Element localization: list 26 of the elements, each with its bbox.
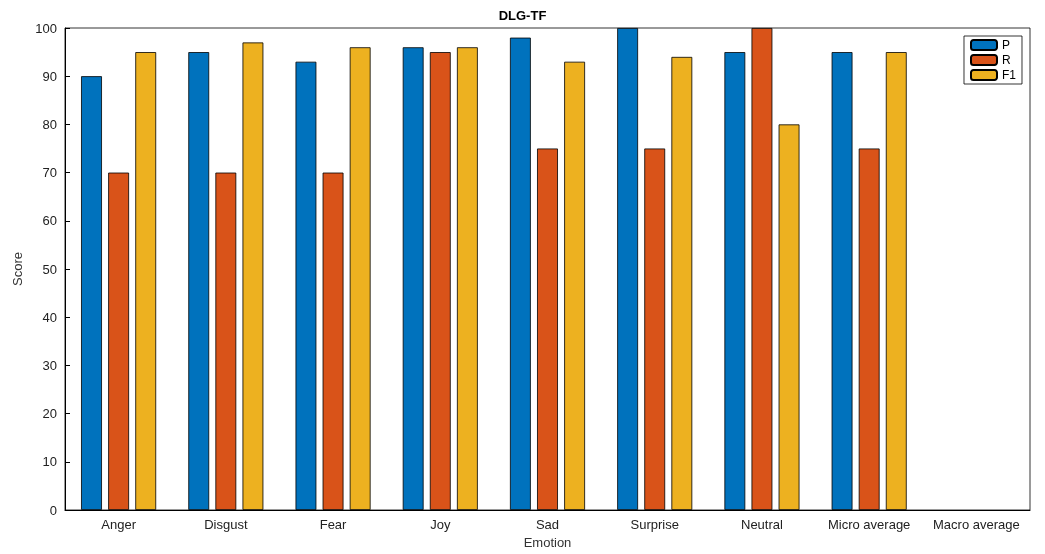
- y-tick-label: 10: [42, 454, 57, 470]
- x-tick-label: Macro average: [933, 517, 1020, 532]
- y-tick-label: 0: [49, 502, 57, 518]
- y-tick-label: 100: [35, 20, 57, 36]
- x-tick-label: Neutral: [740, 517, 783, 532]
- x-tick-label: Sad: [535, 517, 560, 532]
- x-tick-label: Surprise: [630, 517, 679, 532]
- y-tick-label: 40: [42, 309, 57, 325]
- x-axis-title: Emotion: [523, 535, 572, 550]
- y-axis-title: Score: [10, 252, 26, 286]
- x-tick-label: Joy: [430, 517, 451, 532]
- x-tick-label: Fear: [319, 517, 348, 532]
- y-tick-label: 60: [42, 213, 57, 229]
- legend-label: F1: [1002, 68, 1017, 82]
- y-tick-label: 20: [42, 406, 57, 422]
- x-tick-label: Micro average: [827, 517, 911, 532]
- chart-title: DLG-TF: [498, 8, 547, 23]
- legend-label: P: [1002, 38, 1011, 52]
- y-tick-label: 80: [42, 116, 57, 132]
- y-tick-label: 50: [42, 261, 57, 277]
- y-tick-label: 70: [42, 165, 57, 181]
- x-tick-label: Disgust: [204, 517, 248, 532]
- x-tick-label: Anger: [101, 517, 137, 532]
- y-tick-label: 90: [42, 68, 57, 84]
- legend-label: R: [1002, 53, 1011, 67]
- y-tick-label: 30: [42, 357, 57, 373]
